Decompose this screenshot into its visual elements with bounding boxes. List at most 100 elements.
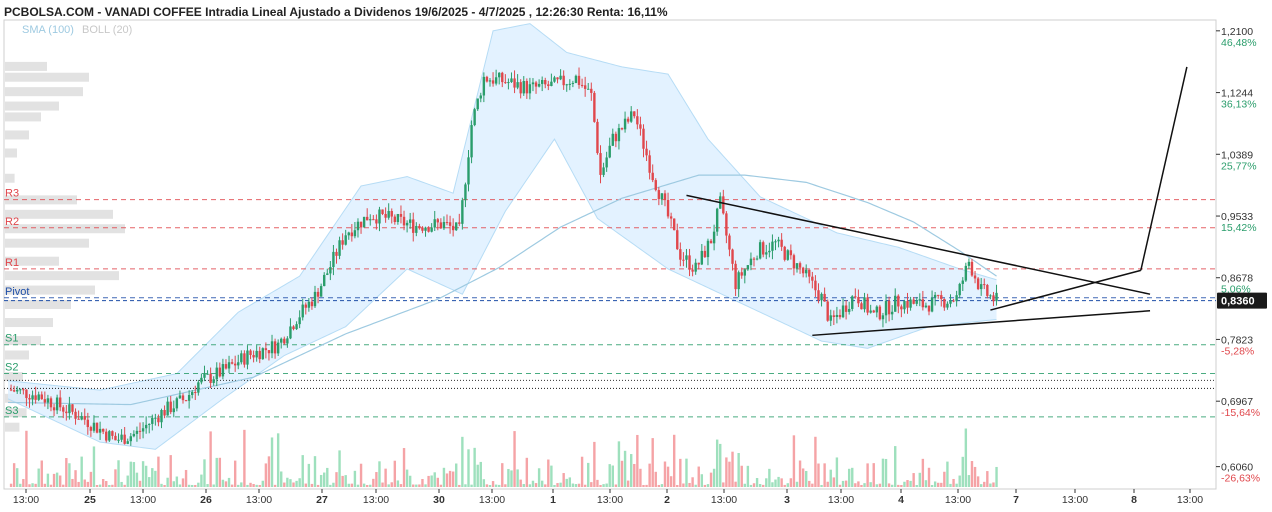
candle-body xyxy=(40,394,43,400)
volume-bar xyxy=(682,483,685,487)
candle-body xyxy=(814,280,817,291)
candle-body xyxy=(762,242,765,255)
x-tick-label: 7 xyxy=(1013,494,1019,506)
candle-body xyxy=(983,284,986,286)
volume-bar xyxy=(940,482,943,487)
volume-bar xyxy=(396,480,400,487)
volume-bar xyxy=(863,483,866,487)
volume-bar xyxy=(528,484,532,487)
x-tick-label: 1 xyxy=(550,494,556,506)
pivot-level-label: Pivot xyxy=(5,286,29,298)
volume-bar xyxy=(356,484,360,487)
candle-body xyxy=(801,267,805,274)
volume-bar xyxy=(952,478,955,487)
y-tick-percent: -15,64% xyxy=(1221,407,1260,419)
volume-bar xyxy=(209,431,212,487)
candle-body xyxy=(319,286,323,297)
volume-bar xyxy=(264,463,268,487)
volume-bar xyxy=(362,483,366,487)
candle-body xyxy=(918,299,921,301)
volume-bar xyxy=(338,450,341,487)
candle-body xyxy=(590,88,593,93)
volume-bar xyxy=(491,481,495,487)
volume-bar xyxy=(805,470,808,487)
volume-bar xyxy=(43,483,47,487)
volume-bar xyxy=(393,460,397,487)
candle-body xyxy=(80,416,83,420)
candle-body xyxy=(706,240,710,258)
volume-profile-bar xyxy=(5,408,27,418)
candle-body xyxy=(353,230,357,237)
candle-body xyxy=(897,295,900,307)
candle-body xyxy=(992,295,995,302)
candle-body xyxy=(725,213,728,236)
candle-body xyxy=(571,82,575,84)
volume-bar xyxy=(80,456,83,487)
candle-body xyxy=(62,407,65,412)
candle-body xyxy=(798,263,802,268)
candle-body xyxy=(967,261,971,266)
volume-bar xyxy=(369,484,372,487)
volume-bar xyxy=(513,431,516,487)
candle-body xyxy=(347,232,350,236)
candle-body xyxy=(117,439,120,441)
volume-bar xyxy=(482,479,486,487)
candle-body xyxy=(25,389,28,399)
candle-body xyxy=(946,303,949,308)
volume-bar xyxy=(19,483,22,487)
candle-body xyxy=(593,92,596,122)
candle-body xyxy=(427,227,430,232)
volume-bar xyxy=(946,461,949,487)
volume-bar xyxy=(986,471,989,487)
candle-body xyxy=(722,196,725,214)
candle-body xyxy=(498,72,501,78)
sma-line xyxy=(7,174,997,406)
volume-bar xyxy=(479,461,482,487)
candle-body xyxy=(172,408,175,413)
volume-bar xyxy=(703,484,707,487)
volume-bar xyxy=(768,468,771,487)
volume-bar xyxy=(832,477,836,487)
volume-bar xyxy=(921,458,925,487)
volume-bar xyxy=(433,472,436,487)
volume-profile-bar xyxy=(5,148,17,158)
volume-bar xyxy=(633,463,636,487)
candle-body xyxy=(765,252,768,255)
pivot-level-label: R2 xyxy=(5,216,19,228)
volume-profile-bar xyxy=(5,256,59,266)
volume-bar xyxy=(31,483,34,487)
volume-bar xyxy=(445,473,449,487)
volume-bar xyxy=(943,471,946,487)
volume-bar xyxy=(504,484,507,487)
candle-body xyxy=(734,263,737,290)
volume-bar xyxy=(359,463,363,487)
volume-bar xyxy=(906,480,909,487)
candle-body xyxy=(599,153,602,175)
candle-body xyxy=(301,304,304,318)
candle-body xyxy=(129,436,132,442)
volume-bar xyxy=(556,483,559,487)
candle-body xyxy=(648,155,651,173)
volume-bar xyxy=(323,472,326,487)
volume-bar xyxy=(924,480,928,487)
candle-body xyxy=(823,293,826,302)
candle-body xyxy=(688,255,691,270)
candle-body xyxy=(961,280,964,284)
volume-bar xyxy=(817,463,820,487)
candle-body xyxy=(666,199,670,217)
volume-bar xyxy=(780,478,783,487)
volume-bar xyxy=(737,452,740,487)
volume-bar xyxy=(605,483,608,487)
volume-bar xyxy=(120,481,123,487)
volume-bar xyxy=(132,462,136,487)
volume-bar xyxy=(676,484,679,487)
candle-body xyxy=(169,401,172,413)
candle-body xyxy=(847,308,851,312)
x-tick-label: 13:00 xyxy=(130,494,156,506)
candle-body xyxy=(295,324,298,330)
volume-bar xyxy=(295,480,298,487)
volume-bar xyxy=(77,481,80,487)
candle-body xyxy=(473,109,476,126)
volume-bar xyxy=(65,457,68,487)
volume-bar xyxy=(851,467,854,487)
